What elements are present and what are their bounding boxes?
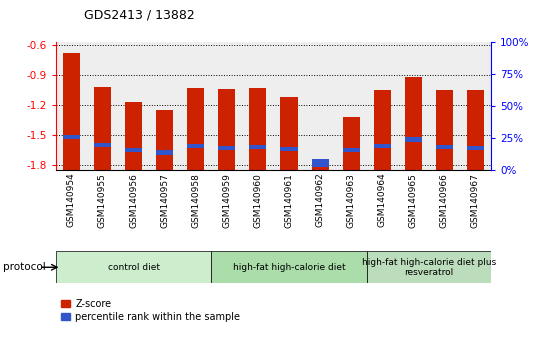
Bar — [156, 110, 173, 170]
Bar — [56, 251, 211, 283]
Bar — [187, 88, 204, 170]
Bar — [405, 77, 422, 170]
Bar — [149, 42, 180, 170]
Bar — [218, 89, 235, 170]
Bar — [374, 144, 391, 148]
Bar — [281, 97, 297, 170]
Bar — [311, 163, 329, 170]
Bar — [335, 42, 367, 170]
Bar — [467, 146, 484, 150]
Bar — [180, 42, 211, 170]
Bar — [374, 90, 391, 170]
Bar — [436, 90, 453, 170]
Bar — [125, 148, 142, 152]
Bar — [367, 42, 398, 170]
Bar — [63, 53, 80, 170]
Bar — [249, 145, 266, 149]
Bar — [436, 145, 453, 149]
Bar — [305, 42, 335, 170]
Bar — [94, 143, 111, 147]
Bar — [249, 88, 266, 170]
Bar — [405, 137, 422, 142]
Text: protocol: protocol — [3, 262, 46, 272]
Bar — [281, 147, 297, 151]
Bar — [367, 251, 491, 283]
Bar — [343, 117, 360, 170]
Bar — [156, 150, 173, 155]
Bar — [125, 102, 142, 170]
Bar — [429, 42, 460, 170]
Bar — [273, 42, 305, 170]
Bar — [398, 42, 429, 170]
Bar — [343, 148, 360, 152]
Bar — [218, 146, 235, 150]
Bar — [56, 42, 87, 170]
Bar — [94, 87, 111, 170]
Bar — [211, 42, 242, 170]
Legend: Z-score, percentile rank within the sample: Z-score, percentile rank within the samp… — [61, 299, 240, 321]
Bar — [87, 42, 118, 170]
Text: control diet: control diet — [108, 263, 160, 272]
Bar — [311, 159, 329, 167]
Text: high-fat high-calorie diet plus
resveratrol: high-fat high-calorie diet plus resverat… — [362, 258, 496, 277]
Bar — [467, 90, 484, 170]
Bar — [118, 42, 149, 170]
Bar — [211, 251, 367, 283]
Bar — [63, 135, 80, 139]
Bar — [242, 42, 273, 170]
Bar — [460, 42, 491, 170]
Bar — [187, 144, 204, 148]
Text: high-fat high-calorie diet: high-fat high-calorie diet — [233, 263, 345, 272]
Text: GDS2413 / 13882: GDS2413 / 13882 — [84, 8, 194, 21]
